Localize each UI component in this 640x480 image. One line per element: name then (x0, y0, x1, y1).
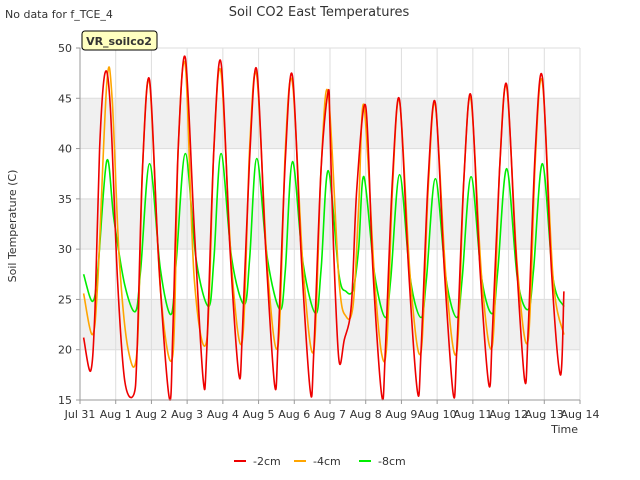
x-tick-label: Aug 4 (207, 408, 239, 421)
x-tick-label: Aug 12 (489, 408, 528, 421)
y-tick-label: 40 (58, 143, 72, 156)
legend: -2cm -4cm -8cm (234, 455, 406, 468)
x-tick-label: Jul 31 (64, 408, 96, 421)
station-badge: VR_soilco2 (81, 30, 158, 51)
x-tick-label: Aug 5 (243, 408, 275, 421)
x-tick-label: Aug 3 (171, 408, 203, 421)
nodata-note: No data for f_TCE_4 (5, 8, 113, 21)
y-tick-label: 35 (58, 193, 72, 206)
y-tick-label: 15 (58, 394, 72, 407)
axes: 15 20 25 30 35 40 45 50 Jul 31 Aug 1 Aug 2 Aug 3 Aug… (58, 42, 599, 421)
x-tick-label: Aug 1 (100, 408, 132, 421)
x-tick-label: Aug 8 (350, 408, 382, 421)
x-tick-label: Aug 7 (314, 408, 346, 421)
y-tick-label: 20 (58, 344, 72, 357)
legend-label: -4cm (313, 455, 341, 468)
x-tick-label: Aug 2 (135, 408, 167, 421)
y-axis-label: Soil Temperature (C) (6, 170, 19, 283)
badge-box (81, 30, 158, 51)
chart-title: Soil CO2 East Temperatures (229, 5, 410, 20)
badge-label: VR_soilco2 (86, 35, 152, 48)
x-axis-label: Time (550, 423, 578, 436)
legend-label: -8cm (378, 455, 406, 468)
x-tick-label: Aug 9 (385, 408, 417, 421)
x-tick-label: Aug 6 (278, 408, 310, 421)
y-tick-label: 30 (58, 243, 72, 256)
x-tick-label: Aug 13 (525, 408, 564, 421)
x-tick-label: Aug 11 (453, 408, 492, 421)
x-tick-label: Aug 14 (561, 408, 600, 421)
y-tick-label: 50 (58, 42, 72, 55)
y-tick-label: 45 (58, 92, 72, 105)
series-line-2cm (82, 55, 565, 401)
x-tick-label: Aug 10 (418, 408, 457, 421)
legend-label: -2cm (253, 455, 281, 468)
y-tick-label: 25 (58, 293, 72, 306)
series-layer (82, 55, 565, 401)
